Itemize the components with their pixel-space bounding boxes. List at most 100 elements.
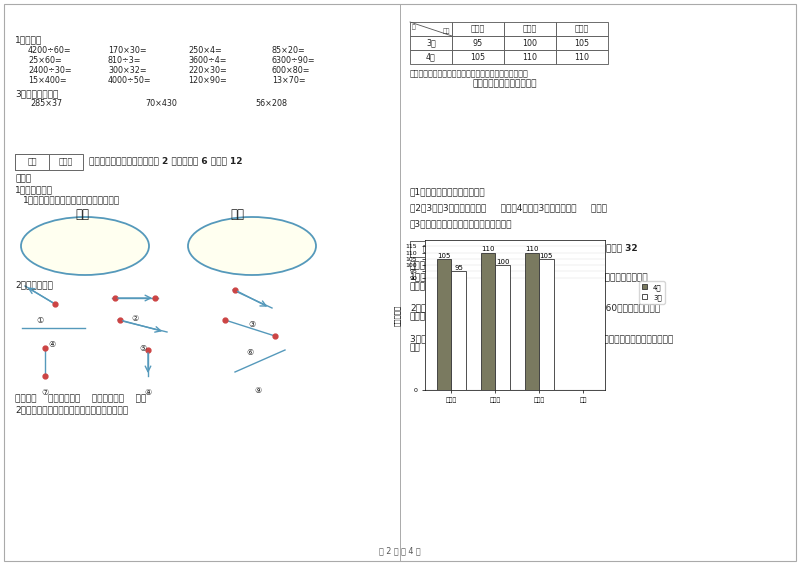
Bar (410, 241, 478, 257)
Text: 六年级: 六年级 (575, 24, 589, 33)
Text: 月: 月 (412, 24, 416, 29)
Text: 答：两车___小时相遇。: 答：两车___小时相遇。 (425, 292, 487, 301)
Text: 直线有（    ），射线有（    ），线段有（    ）。: 直线有（ ），射线有（ ），线段有（ ）。 (15, 394, 146, 403)
Bar (539, 259, 554, 390)
Text: 110: 110 (525, 246, 538, 253)
Text: 2、看图填空。: 2、看图填空。 (15, 280, 53, 289)
Text: 1、把下面的各角度数填入相应的圈里。: 1、把下面的各角度数填入相应的圈里。 (23, 195, 120, 204)
Bar (410, 241, 444, 257)
Text: 110: 110 (522, 53, 538, 62)
Text: 2．下面是某小学三个年级植树情况的统计表。: 2．下面是某小学三个年级植树情况的统计表。 (15, 405, 128, 414)
Text: 3600÷4=: 3600÷4= (188, 56, 226, 65)
Text: 300×32=: 300×32= (108, 66, 146, 75)
Bar (410, 22, 452, 36)
Text: ⑧: ⑧ (145, 388, 151, 397)
Bar (452, 50, 504, 64)
Text: 第 2 页 共 4 页: 第 2 页 共 4 页 (379, 546, 421, 555)
Text: 某小学春季植树情况统计图: 某小学春季植树情况统计图 (473, 79, 538, 88)
Text: 每小时行40千米，两车几小时相遇？: 每小时行40千米，两车几小时相遇？ (410, 281, 502, 290)
Text: ⑦: ⑦ (42, 388, 49, 397)
Text: 6300÷90=: 6300÷90= (272, 56, 316, 65)
Text: 元？: 元？ (410, 343, 421, 352)
Bar (504, 22, 556, 36)
Text: 3．一个足球48.36元，一个篮球54.27元，王老师用150元买    足球、篮球各一个，应找回多少: 3．一个足球48.36元，一个篮球54.27元，王老师用150元买 足球、篮球各… (410, 334, 674, 343)
Text: 五、认真思考，综合能力（共 2 小题，每题 6 分，共 12: 五、认真思考，综合能力（共 2 小题，每题 6 分，共 12 (89, 156, 242, 165)
Bar (15, 154, 49, 170)
Text: 答：他们俩的饮料一共是___毫升。: 答：他们俩的饮料一共是___毫升。 (425, 323, 514, 332)
Text: 110: 110 (574, 53, 590, 62)
Text: 3．用竖式计算。: 3．用竖式计算。 (15, 89, 58, 98)
Text: 600×80=: 600×80= (272, 66, 310, 75)
Text: 五年级: 五年级 (523, 24, 537, 33)
Y-axis label: 数量（棵）: 数量（棵） (394, 305, 400, 325)
Bar (451, 271, 466, 390)
Text: 105: 105 (438, 253, 450, 259)
Text: 得分: 得分 (422, 245, 432, 254)
Text: 85×20=: 85×20= (272, 46, 306, 55)
Text: 4月: 4月 (426, 53, 436, 62)
Text: 2400÷30=: 2400÷30= (28, 66, 72, 75)
Bar (410, 50, 452, 64)
Text: 110: 110 (482, 246, 494, 253)
Text: 105: 105 (540, 253, 553, 259)
Text: 100: 100 (496, 259, 510, 265)
Text: ③: ③ (249, 320, 255, 329)
Text: 锐角: 锐角 (75, 208, 89, 221)
Text: （2）3月份3个年级共植树（     ）棵，4月份比3月份多植树（     ）棵。: （2）3月份3个年级共植树（ ）棵，4月份比3月份多植树（ ）棵。 (410, 203, 607, 212)
Bar (495, 265, 510, 390)
Ellipse shape (188, 217, 316, 275)
Text: 25×60=: 25×60= (28, 56, 62, 65)
Bar (437, 259, 451, 390)
Text: （1）哪个年级春季植树最多？: （1）哪个年级春季植树最多？ (410, 187, 486, 196)
Text: 120×90=: 120×90= (188, 76, 226, 85)
Text: 13×70=: 13×70= (272, 76, 306, 85)
Text: 810÷3=: 810÷3= (108, 56, 142, 65)
Text: 1．小汽车和卡车从相距800千米的两地同时相向而行，在离中点40千米的地方相遇，已知卡车: 1．小汽车和卡车从相距800千米的两地同时相向而行，在离中点40千米的地方相遇，… (410, 272, 649, 281)
Bar (504, 36, 556, 50)
Text: 评卷人: 评卷人 (59, 158, 73, 167)
Bar (556, 22, 608, 36)
Text: 四年级: 四年级 (471, 24, 485, 33)
Text: ②: ② (131, 314, 138, 323)
Text: 1、综合训练。: 1、综合训练。 (15, 185, 53, 194)
Ellipse shape (21, 217, 149, 275)
Text: 250×4=: 250×4= (188, 46, 222, 55)
Text: 15×400=: 15×400= (28, 76, 66, 85)
Bar (410, 36, 452, 50)
Text: 年级: 年级 (442, 28, 450, 34)
Text: 评卷人: 评卷人 (454, 245, 468, 254)
Text: ⑤: ⑤ (139, 344, 146, 353)
Text: 220×30=: 220×30= (188, 66, 226, 75)
Text: 105: 105 (470, 53, 486, 62)
Text: 95: 95 (473, 38, 483, 47)
Text: 105: 105 (574, 38, 590, 47)
Text: 分）。: 分）。 (410, 261, 426, 270)
Text: ⑥: ⑥ (246, 348, 254, 357)
Text: 170×30=: 170×30= (108, 46, 146, 55)
Text: 1．口算。: 1．口算。 (15, 35, 42, 44)
Bar (556, 50, 608, 64)
Text: 3月: 3月 (426, 38, 436, 47)
Text: 钝角: 钝角 (230, 208, 244, 221)
Bar (15, 154, 83, 170)
Text: 100: 100 (522, 38, 538, 47)
Legend: 4月, 3月: 4月, 3月 (639, 281, 665, 303)
Text: 56×208: 56×208 (255, 99, 287, 108)
Text: 分）。: 分）。 (15, 174, 31, 183)
Text: 95: 95 (454, 265, 463, 271)
Text: 4000÷50=: 4000÷50= (108, 76, 152, 85)
Text: 4200÷60=: 4200÷60= (28, 46, 72, 55)
Bar (504, 50, 556, 64)
Text: 70×430: 70×430 (145, 99, 177, 108)
Bar (525, 253, 539, 390)
Text: 285×37: 285×37 (30, 99, 62, 108)
Bar (452, 22, 504, 36)
Text: 俩的饮料一共是多少毫升？: 俩的饮料一共是多少毫升？ (410, 312, 474, 321)
Text: ①: ① (37, 316, 43, 325)
Text: 六、应用知识，解决问题（共 8 小题，每题 4 分，共 32: 六、应用知识，解决问题（共 8 小题，每题 4 分，共 32 (484, 243, 638, 252)
Bar (481, 253, 495, 390)
Text: 得分: 得分 (27, 158, 37, 167)
Text: ④: ④ (49, 340, 55, 349)
Bar (556, 36, 608, 50)
Text: 2．亮亮和妈妈到超市买东西，亮亮买了1瓶350毫升的饮料，妈妈买了一瓶860毫升的饮料，他们: 2．亮亮和妈妈到超市买东西，亮亮买了1瓶350毫升的饮料，妈妈买了一瓶860毫升… (410, 303, 660, 312)
